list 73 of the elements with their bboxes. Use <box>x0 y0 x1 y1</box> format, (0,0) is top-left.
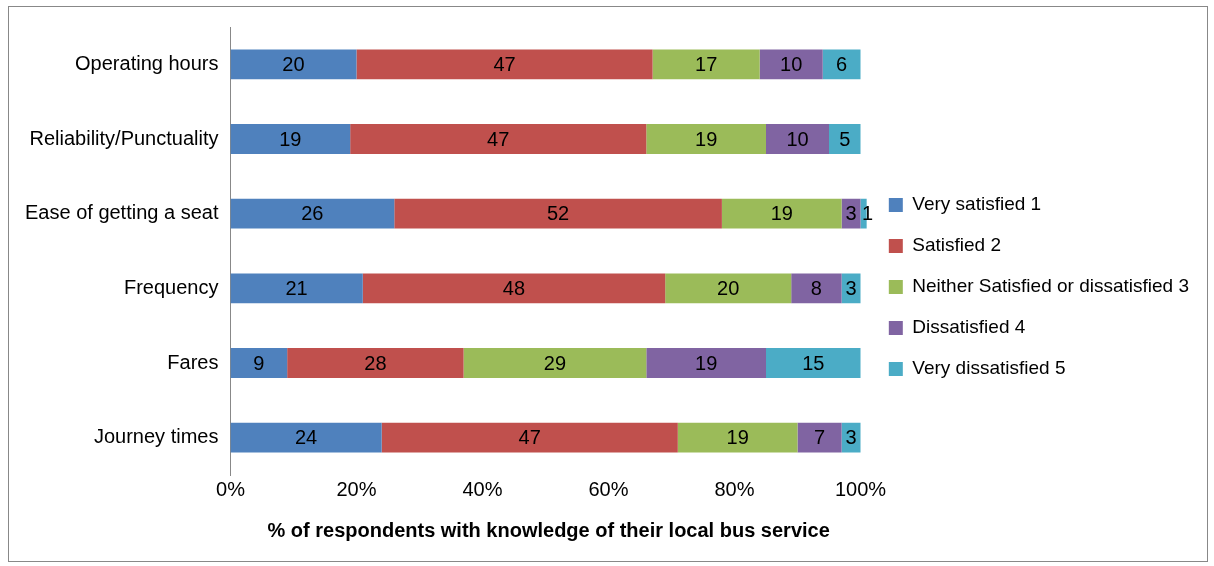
data-label: 19 <box>726 426 749 449</box>
data-label: 28 <box>364 351 387 374</box>
y-tick-label: Ease of getting a seat <box>25 201 219 224</box>
bar <box>356 49 653 80</box>
data-label: 24 <box>294 426 318 449</box>
x-tick-label: 100% <box>834 477 887 500</box>
data-label: 29 <box>543 351 567 374</box>
y-tick-label: Operating hours <box>75 51 219 74</box>
bar <box>230 422 382 453</box>
bar <box>677 422 798 453</box>
legend-label: Satisfied 2 <box>912 234 1002 256</box>
data-label: 3 <box>845 202 857 225</box>
data-label: 47 <box>518 426 541 449</box>
x-tick-label: 40% <box>462 477 503 500</box>
bar <box>381 422 678 453</box>
data-label: 21 <box>285 276 308 299</box>
data-label: 5 <box>839 127 851 150</box>
data-label: 26 <box>301 202 324 225</box>
data-label: 7 <box>814 426 826 449</box>
bar <box>463 348 647 378</box>
bar <box>362 273 666 304</box>
bar <box>646 124 767 154</box>
bar <box>766 124 830 154</box>
bar <box>350 124 647 154</box>
data-label: 17 <box>695 52 718 75</box>
bar <box>230 49 357 80</box>
y-tick-label: Fares <box>167 350 219 373</box>
bar <box>721 198 842 229</box>
bar <box>665 273 792 304</box>
data-label: 10 <box>780 52 803 75</box>
bar <box>646 348 767 378</box>
data-label: 3 <box>845 426 857 449</box>
data-label: 8 <box>810 276 822 299</box>
x-tick-label: 20% <box>336 477 377 500</box>
data-label: 19 <box>695 127 718 150</box>
x-tick-label: 80% <box>714 477 755 500</box>
bar <box>230 198 395 229</box>
bar <box>829 124 861 154</box>
data-label: 47 <box>487 127 510 150</box>
data-label: 19 <box>770 202 793 225</box>
y-tick-label: Journey times <box>93 425 219 448</box>
legend-label: Neither Satisfied or dissatisfied 3 <box>912 275 1189 297</box>
bar <box>652 49 760 80</box>
bar <box>287 348 464 378</box>
bar <box>759 49 823 80</box>
data-label: 19 <box>279 127 302 150</box>
data-label: 47 <box>493 52 516 75</box>
data-label: 52 <box>546 202 570 225</box>
bar <box>766 348 861 378</box>
bar <box>230 348 288 378</box>
x-tick-label: 60% <box>588 477 629 500</box>
data-label: 3 <box>845 276 857 299</box>
bar <box>230 273 363 304</box>
data-label: 6 <box>836 52 848 75</box>
bar <box>797 422 842 453</box>
bar <box>394 198 722 229</box>
y-tick-label: Frequency <box>123 275 219 298</box>
y-tick-label: Reliability/Punctuality <box>29 126 219 149</box>
bar <box>230 124 351 154</box>
data-label: 9 <box>253 351 265 374</box>
legend-label: Very satisfied 1 <box>912 193 1042 215</box>
legend-label: Very dissatisfied 5 <box>912 357 1066 379</box>
x-axis-title: % of respondents with knowledge of their local bus service <box>267 518 830 541</box>
bar <box>791 273 842 304</box>
data-label: 19 <box>695 351 718 374</box>
data-label: 10 <box>786 127 809 150</box>
data-label: 20 <box>717 276 740 299</box>
x-tick-label: 0% <box>216 477 246 500</box>
data-label: 15 <box>802 351 825 374</box>
data-label: 20 <box>282 52 305 75</box>
legend-label: Dissatisfied 4 <box>912 316 1026 338</box>
data-label: 48 <box>502 276 526 299</box>
bar <box>822 49 861 80</box>
